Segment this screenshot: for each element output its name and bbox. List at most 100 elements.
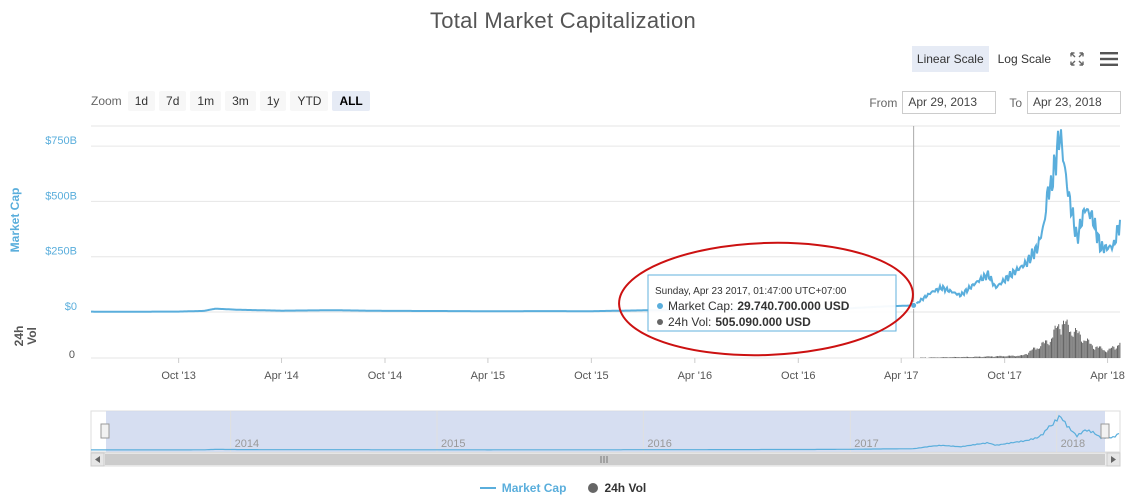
volume-bar: [1016, 356, 1018, 358]
volume-bar: [932, 357, 934, 358]
volume-bar: [974, 356, 976, 358]
linear-scale-button[interactable]: Linear Scale: [911, 46, 989, 72]
volume-bar: [1059, 329, 1061, 358]
volume-bar: [1011, 355, 1013, 358]
volume-bar: [1063, 320, 1064, 358]
volume-bar: [1045, 340, 1046, 358]
volume-bar: [939, 357, 941, 358]
volume-bar: [999, 355, 1001, 358]
volume-bar: [1012, 355, 1014, 358]
x-tick-label: Oct '17: [987, 370, 1022, 382]
navigator-tick-label: 2014: [235, 438, 259, 450]
volume-bar: [1108, 348, 1110, 358]
zoom-all-button[interactable]: ALL: [332, 91, 370, 111]
navigator-left-handle[interactable]: [100, 423, 110, 439]
tooltip-market-cap: Market Cap: 29.740.700.000 USD: [668, 299, 850, 313]
volume-bar: [973, 357, 974, 358]
volume-bar: [981, 357, 983, 358]
x-tick-label: Apr '14: [264, 370, 299, 382]
volume-bar: [1117, 345, 1118, 358]
volume-bar: [1114, 349, 1116, 358]
volume-bar: [962, 357, 964, 358]
volume-bar: [944, 357, 946, 358]
volume-bar: [1076, 330, 1078, 358]
volume-bar: [921, 357, 923, 358]
volume-bar: [982, 356, 984, 358]
volume-bar: [953, 356, 955, 358]
volume-bar: [1003, 356, 1004, 358]
volume-bar: [1031, 349, 1033, 358]
volume-bar: [920, 357, 922, 358]
volume-bar: [1096, 346, 1098, 358]
volume-bar: [1013, 356, 1015, 358]
volume-bar: [995, 356, 997, 358]
volume-tick-label: 0: [69, 349, 75, 361]
zoom-1d-button[interactable]: 1d: [127, 91, 156, 111]
zoom-7d-button[interactable]: 7d: [159, 91, 187, 111]
volume-bar: [1111, 347, 1112, 358]
chart-canvas[interactable]: Market Cap 24hVol $0 $250B $500B $750B 0 Oct…: [0, 0, 1138, 478]
x-tick-label: Apr '18: [1090, 370, 1125, 382]
volume-bar: [1103, 350, 1105, 358]
volume-bar: [1049, 341, 1051, 358]
zoom-ytd-button[interactable]: YTD: [290, 91, 329, 111]
scrollbar[interactable]: [90, 452, 1121, 467]
volume-bar: [997, 356, 998, 358]
volume-bar: [1051, 338, 1052, 358]
volume-bar: [1040, 346, 1042, 358]
legend-market-cap[interactable]: Market Cap: [479, 481, 567, 495]
x-tick-label: Apr '17: [884, 370, 919, 382]
volume-bar: [1047, 343, 1049, 358]
zoom-1y-button[interactable]: 1y: [259, 91, 287, 111]
volume-bar: [1046, 340, 1048, 358]
volume-bar: [925, 357, 926, 358]
from-date-input[interactable]: Apr 29, 2013: [902, 91, 997, 114]
volume-bar: [1073, 331, 1075, 358]
volume-bar: [1081, 341, 1082, 358]
navigator[interactable]: 2014 2015 2016 2017 2018: [90, 410, 1121, 453]
volume-bar: [1088, 339, 1090, 358]
scrollbar-thumb[interactable]: [105, 454, 1105, 465]
volume-bar: [1010, 355, 1012, 358]
volume-bar: [967, 356, 968, 358]
volume-bar: [1021, 355, 1022, 358]
date-range: From Apr 29, 2013 To Apr 23, 2018: [869, 91, 1121, 114]
market-cap-line[interactable]: [91, 129, 1121, 313]
navigator-line: [91, 414, 1120, 451]
volume-bar: [1018, 355, 1020, 358]
legend-volume[interactable]: 24h Vol: [588, 481, 646, 495]
zoom-label: Zoom: [91, 94, 122, 108]
legend-market-cap-label: Market Cap: [501, 481, 567, 495]
menu-icon[interactable]: [1098, 48, 1120, 70]
volume-bar: [1052, 337, 1054, 358]
zoom-1m-button[interactable]: 1m: [190, 91, 222, 111]
volume-bar: [929, 357, 931, 358]
volume-bar: [1037, 348, 1039, 358]
volume-bar: [1112, 346, 1114, 358]
fullscreen-icon[interactable]: [1066, 48, 1088, 70]
navigator-tick-label: 2017: [854, 438, 878, 450]
log-scale-button[interactable]: Log Scale: [997, 52, 1051, 66]
volume-bar: [947, 357, 949, 358]
volume-bar: [951, 357, 953, 358]
volume-bar: [943, 357, 944, 358]
volume-bar: [980, 356, 982, 358]
volume-bar: [1089, 343, 1091, 358]
volume-bar: [1058, 324, 1060, 358]
y-tick-label: $0: [65, 301, 77, 313]
volume-bar: [1065, 321, 1067, 358]
volume-bar: [952, 357, 954, 358]
volume-bar: [991, 356, 992, 358]
volume-bar: [989, 356, 991, 358]
volume-bar: [1084, 340, 1086, 358]
zoom-3m-button[interactable]: 3m: [225, 91, 256, 111]
volume-bar: [1099, 346, 1100, 358]
volume-bar: [968, 357, 970, 358]
to-date-input[interactable]: Apr 23, 2018: [1027, 91, 1121, 114]
navigator-tick-label: 2018: [1061, 438, 1085, 450]
volume-bar: [1072, 336, 1074, 358]
navigator-right-handle[interactable]: [1100, 423, 1110, 439]
volume-bar: [1009, 355, 1010, 358]
volume-bar: [928, 357, 930, 358]
volume-bar: [1067, 324, 1069, 358]
